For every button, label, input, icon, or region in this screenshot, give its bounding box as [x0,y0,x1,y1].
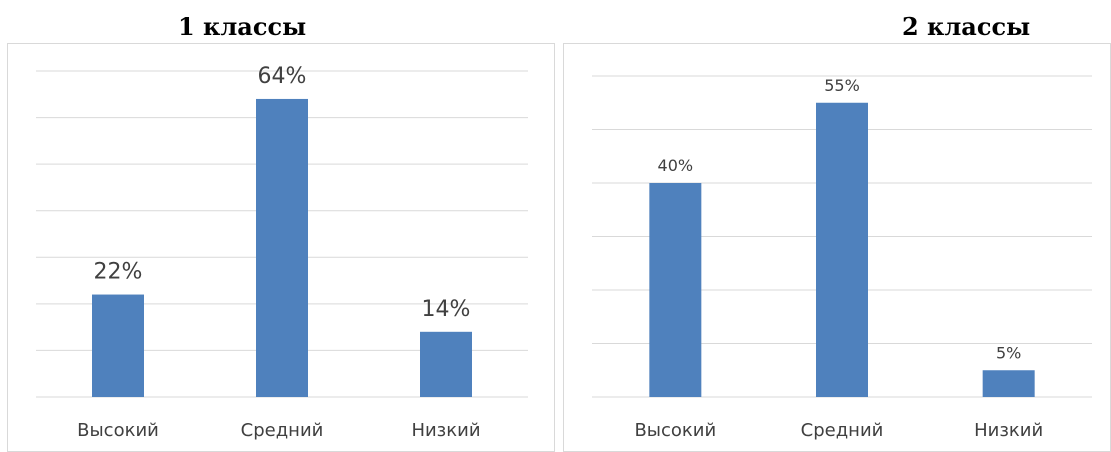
chart-1-panel: 22% Высокий 64% Средний 14% Низкий [7,43,555,452]
chart-1-bar-3 [420,331,472,397]
chart-2-data-label-1: 40% [658,156,694,175]
chart-1-category-label-3: Низкий [411,420,480,441]
chart-1-data-label-3: 14% [422,297,471,322]
chart-1-bar-2 [256,98,308,397]
chart-1-category-label-2: Средний [241,420,324,441]
chart-1-bar-1 [92,294,144,397]
chart-1-plot: 22% Высокий 64% Средний 14% Низкий [36,64,528,441]
chart-2-category-label-3: Низкий [974,420,1043,441]
chart-2-category-label-1: Высокий [634,420,716,441]
chart-2-bar-1 [649,183,702,397]
chart-2-category-label-2: Средний [801,420,884,441]
chart-2-data-label-3: 5% [996,343,1021,362]
chart-1-category-label-1: Высокий [77,420,159,441]
chart-2-bar-2 [816,102,868,397]
chart-2-plot: 40% Высокий 55% Средний 5% Низкий [592,75,1092,441]
chart-1-data-label-2: 64% [258,64,307,89]
chart-1-data-label-1: 22% [94,260,143,285]
chart-2-bar-3 [982,370,1035,397]
chart-2-panel: 40% Высокий 55% Средний 5% Низкий [563,43,1111,452]
chart-2-data-label-2: 55% [824,76,860,95]
chart-2-title: 2 классы [902,12,1031,41]
chart-1-title: 1 классы [178,12,307,41]
